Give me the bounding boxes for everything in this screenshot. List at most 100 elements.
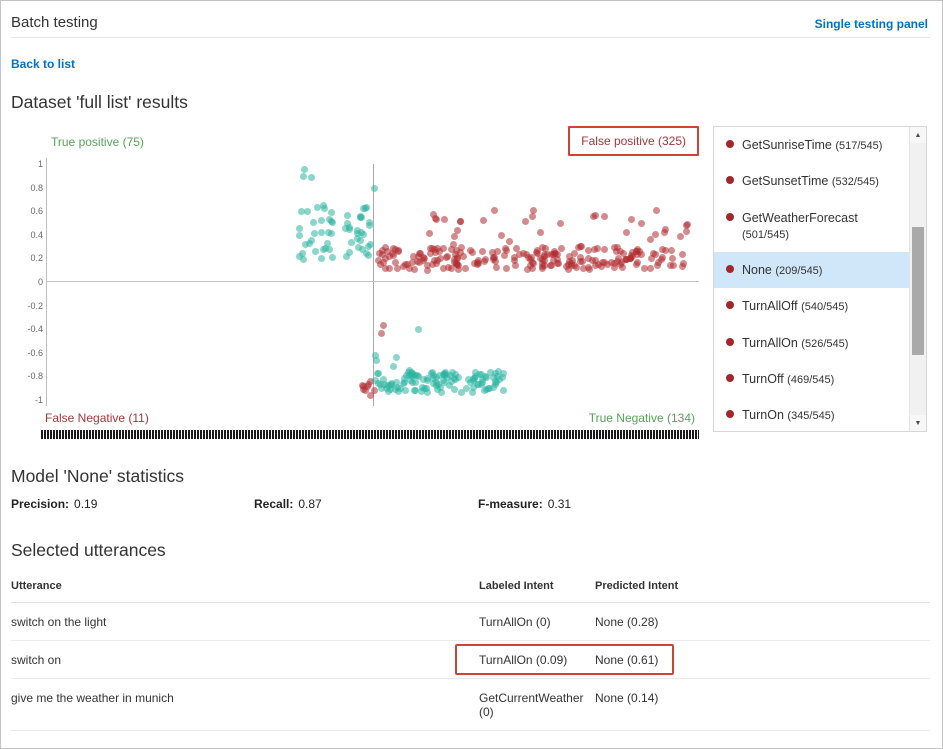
scatter-point-teal[interactable] (481, 387, 489, 395)
scatter-point-red[interactable] (553, 256, 561, 264)
scatter-point-teal[interactable] (372, 356, 380, 364)
scatter-point-teal[interactable] (301, 240, 309, 248)
scatter-point-teal[interactable] (397, 385, 405, 393)
scatter-point-red[interactable] (429, 245, 437, 253)
scatter-point-red[interactable] (653, 206, 661, 214)
scatter-point-teal[interactable] (457, 388, 465, 396)
table-row[interactable]: switch on TurnAllOn (0.09) None (0.61) (11, 641, 930, 679)
scatter-point-teal[interactable] (365, 243, 373, 251)
scatter-point-red[interactable] (524, 253, 532, 261)
scatter-point-teal[interactable] (401, 375, 409, 383)
scatter-point-red[interactable] (638, 220, 646, 228)
table-row[interactable]: give me the weather in munich GetCurrent… (11, 679, 930, 731)
scatter-point-teal[interactable] (482, 372, 490, 380)
scatter-point-teal[interactable] (353, 229, 361, 237)
scatter-point-teal[interactable] (433, 381, 441, 389)
scatter-point-teal[interactable] (325, 246, 333, 254)
scatter-point-red[interactable] (549, 256, 557, 264)
scatter-point-red[interactable] (395, 247, 403, 255)
scatter-point-teal[interactable] (299, 173, 307, 181)
scatter-point-teal[interactable] (376, 380, 384, 388)
scatter-point-red[interactable] (530, 206, 538, 214)
scatter-point-red[interactable] (611, 244, 619, 252)
intent-item-turnoff[interactable]: TurnOff (469/545) (714, 361, 909, 397)
scatter-point-red[interactable] (600, 245, 608, 253)
scatter-point-teal[interactable] (415, 326, 423, 334)
intent-item-turnallon[interactable]: TurnAllOn (526/545) (714, 325, 909, 361)
scatter-point-red[interactable] (524, 266, 532, 274)
scatter-point-red[interactable] (452, 246, 460, 254)
table-row[interactable]: switch on the light TurnAllOn (0) None (… (11, 603, 930, 641)
scatter-point-red[interactable] (416, 250, 424, 258)
scatter-point-red[interactable] (408, 259, 416, 267)
scatter-point-teal[interactable] (490, 373, 498, 381)
scatter-point-red[interactable] (653, 261, 661, 269)
scatter-point-red[interactable] (447, 265, 455, 273)
scatter-point-red[interactable] (374, 256, 382, 264)
scatter-point-teal[interactable] (310, 219, 318, 227)
scatter-point-red[interactable] (441, 216, 449, 224)
scatter-point-red[interactable] (569, 256, 577, 264)
scatter-point-red[interactable] (563, 263, 571, 271)
scatter-point-red[interactable] (423, 266, 431, 274)
scatter-point-red[interactable] (367, 391, 375, 399)
scatter-point-red[interactable] (558, 244, 566, 252)
scatter-point-red[interactable] (389, 245, 397, 253)
scatter-point-red[interactable] (652, 250, 660, 258)
scatter-point-teal[interactable] (313, 203, 321, 211)
scatter-point-teal[interactable] (486, 385, 494, 393)
scatter-point-teal[interactable] (298, 250, 306, 258)
scatter-point-teal[interactable] (355, 243, 363, 251)
scatter-point-teal[interactable] (357, 237, 365, 245)
scatter-point-teal[interactable] (392, 378, 400, 386)
scatter-point-teal[interactable] (343, 253, 351, 261)
scatter-point-red[interactable] (480, 216, 488, 224)
scatter-point-red[interactable] (528, 254, 536, 261)
scatter-point-red[interactable] (381, 264, 389, 272)
scatter-point-teal[interactable] (446, 381, 454, 389)
scatter-point-red[interactable] (682, 227, 690, 235)
scatter-point-teal[interactable] (492, 378, 500, 386)
scatter-point-red[interactable] (457, 249, 464, 257)
scatter-point-teal[interactable] (433, 386, 441, 394)
scatter-point-red[interactable] (440, 244, 448, 252)
scatter-point-red[interactable] (599, 258, 607, 266)
scatter-point-red[interactable] (537, 254, 545, 262)
scatter-point-teal[interactable] (399, 380, 407, 388)
scatter-point-red[interactable] (379, 321, 387, 329)
scatter-point-red[interactable] (376, 261, 384, 269)
scatter-point-red[interactable] (469, 248, 477, 256)
scatter-point-red[interactable] (565, 253, 573, 261)
scatter-point-red[interactable] (633, 247, 641, 255)
scatter-point-red[interactable] (513, 245, 521, 253)
scatter-point-teal[interactable] (419, 383, 427, 391)
scatter-point-red[interactable] (585, 254, 593, 262)
intent-item-turnalloff[interactable]: TurnAllOff (540/545) (714, 288, 909, 324)
scatter-point-teal[interactable] (424, 388, 432, 396)
scatter-point-red[interactable] (533, 248, 541, 256)
scatter-point-teal[interactable] (361, 204, 369, 212)
scatter-point-teal[interactable] (346, 225, 354, 233)
scatter-point-red[interactable] (628, 215, 636, 223)
scatter-point-red[interactable] (572, 264, 580, 272)
scatter-point-red[interactable] (493, 264, 501, 272)
scatter-point-teal[interactable] (299, 256, 307, 264)
scatter-point-red[interactable] (506, 238, 514, 246)
scatter-point-red[interactable] (406, 265, 414, 273)
scatter-point-red[interactable] (677, 232, 685, 240)
scatter-point-red[interactable] (556, 220, 564, 228)
scatter-point-red[interactable] (617, 259, 625, 267)
scatter-point-red[interactable] (400, 262, 408, 270)
intent-item-getweatherforecast[interactable]: GetWeatherForecast (501/545) (714, 200, 909, 253)
scatter-point-teal[interactable] (408, 370, 416, 378)
scatter-point-red[interactable] (498, 231, 506, 239)
scatter-plot[interactable]: 1 0.8 0.6 0.4 0.2 0 -0.2 -0.4 -0.6 -0.8 -1 (27, 158, 699, 406)
scatter-point-teal[interactable] (387, 379, 395, 387)
scatter-point-red[interactable] (490, 255, 498, 263)
scatter-point-red[interactable] (453, 227, 461, 235)
scatter-point-red[interactable] (430, 210, 438, 218)
scatter-point-red[interactable] (425, 230, 433, 238)
scatter-point-teal[interactable] (496, 376, 504, 384)
scatter-point-red[interactable] (433, 257, 441, 265)
scatter-point-teal[interactable] (358, 214, 366, 222)
